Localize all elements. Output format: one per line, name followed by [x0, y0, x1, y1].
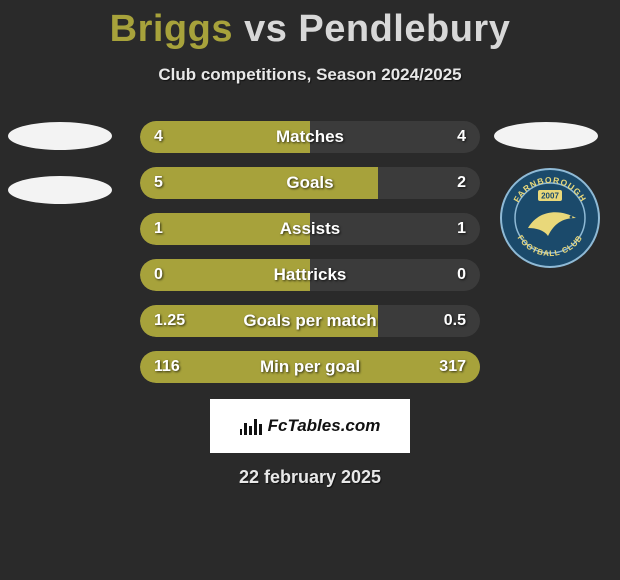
- stat-row: 00Hattricks: [140, 259, 480, 291]
- stat-value-right: 1: [457, 213, 466, 245]
- vs-label: vs: [244, 8, 287, 50]
- stat-value-left: 1.25: [154, 305, 185, 337]
- right-player-badge-1: [494, 122, 598, 150]
- stat-value-right: 2: [457, 167, 466, 199]
- stat-row: 1.250.5Goals per match: [140, 305, 480, 337]
- stat-row: 116317Min per goal: [140, 351, 480, 383]
- branding-text: FcTables.com: [268, 416, 381, 436]
- stat-value-left: 4: [154, 121, 163, 153]
- badge-year: 2007: [541, 192, 559, 201]
- stat-row: 52Goals: [140, 167, 480, 199]
- stat-value-left: 0: [154, 259, 163, 291]
- stat-value-left: 116: [154, 351, 180, 383]
- date: 22 february 2025: [0, 467, 620, 488]
- stat-value-right: 317: [439, 351, 466, 383]
- left-player-badge-2: [8, 176, 112, 204]
- stat-value-left: 5: [154, 167, 163, 199]
- stat-fill-left: [140, 121, 310, 153]
- stat-fill-left: [140, 351, 480, 383]
- left-player-badge-1: [8, 122, 112, 150]
- comparison-title: Briggs vs Pendlebury: [0, 0, 620, 51]
- stat-value-right: 0: [457, 259, 466, 291]
- stat-value-right: 4: [457, 121, 466, 153]
- stat-fill-left: [140, 259, 310, 291]
- stat-value-left: 1: [154, 213, 163, 245]
- stat-row: 44Matches: [140, 121, 480, 153]
- subtitle: Club competitions, Season 2024/2025: [0, 65, 620, 85]
- branding-chart-icon: [240, 417, 262, 435]
- stat-value-right: 0.5: [444, 305, 466, 337]
- club-badge: FARNBOROUGH FOOTBALL CLUB 2007: [500, 168, 600, 268]
- branding-box: FcTables.com: [210, 399, 410, 453]
- player1-name: Briggs: [110, 8, 233, 50]
- stat-fill-left: [140, 167, 378, 199]
- player2-name: Pendlebury: [298, 8, 510, 50]
- stat-row: 11Assists: [140, 213, 480, 245]
- stat-fill-left: [140, 213, 310, 245]
